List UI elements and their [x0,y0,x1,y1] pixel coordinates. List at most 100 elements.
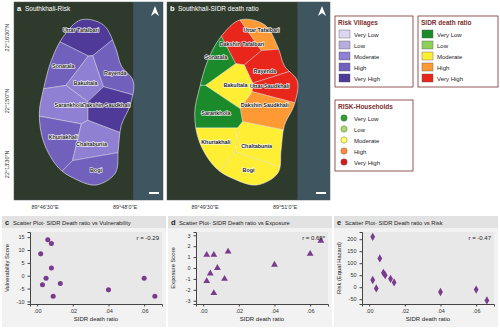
north-arrow [151,6,159,16]
y-tick: 15 [18,234,30,240]
legend-label: Low [437,43,449,49]
longitude-label: 89°46'30"E [31,204,59,210]
x-tick-mark [476,304,477,307]
village-areas [167,2,330,200]
point [58,281,63,286]
y-tick-mark [28,250,31,251]
legend-label: Very Low [354,32,379,38]
points [38,237,157,299]
y-axis: -50050100150200 [347,233,362,305]
y-tick-mark [360,251,363,252]
point [38,251,43,256]
y-tick-label: -5 [20,286,25,292]
y-tick-mark [194,257,197,258]
legend-label: Very High [354,160,380,166]
village-label: Bakultala [74,80,99,86]
x-axis: .00.02.04.06 [31,304,163,314]
x-tick: .02 [401,304,409,314]
y-tick-mark [28,276,31,277]
longitude-label: 89°51'0"E [273,204,297,210]
chart-title: Scatter Plot- SIDR Death ratio vs Exposu… [179,220,290,226]
scale-bar [149,192,159,194]
point [225,248,232,254]
title-strip [2,216,166,228]
legend-swatch [422,74,433,82]
points [203,237,324,295]
x-tick-mark [203,304,204,307]
y-tick-mark [360,263,363,264]
y-tick-label: 3 [187,233,190,239]
y-tick-label: -10 [17,299,25,305]
map-background [167,2,330,200]
legend-label: Very High [437,76,463,82]
village-label: Chaltabunia [241,143,273,149]
x-tick-mark [239,304,240,307]
legend: SIDR death ratioVery LowLowModerateHighV… [418,16,498,87]
x-tick: .00 [200,304,208,314]
point [49,265,54,270]
y-tick-mark [360,299,363,300]
y-tick: -10 [17,299,30,305]
x-tick: .00 [34,304,42,314]
x-tick-label: .06 [307,308,315,314]
village-label: Khuriakhali [48,134,78,140]
plot-area [196,232,328,304]
scatter-panel: eScatter Plot- SIDR Death ratio vs Risk.… [334,216,498,327]
x-tick: .00 [366,304,374,314]
annotation: r = 0.69* [302,235,326,241]
panel-background [334,216,498,327]
y-axis: -3-2-10123 [186,233,197,305]
y-axis-title: Exposure Score [170,247,176,288]
y-tick: 100 [347,260,362,266]
y-tick-label: 1 [187,254,190,260]
point [377,254,382,262]
y-tick-mark [194,246,197,247]
y-tick: 0 [21,273,30,279]
village-label: Uttar Tafalbari [243,27,280,33]
legend-box [335,100,413,171]
y-tick-label: -2 [186,287,191,293]
x-axis-line [31,305,163,307]
y-tick-mark [194,235,197,236]
y-tick-mark [194,301,197,302]
legend-title: Risk Villages [338,19,378,27]
point [210,251,217,257]
legend-swatch [341,115,347,121]
village-label: Sonatala [205,54,228,60]
x-tick-label: .02 [401,308,409,314]
y-tick: 1 [187,254,196,260]
village-label: Rayenda [104,70,127,76]
x-axis-title: SIDR death ratio [406,316,451,322]
point [207,270,214,276]
legend-swatch [339,74,350,82]
x-tick: .04 [105,304,113,314]
annotation: r = -0.29 [136,235,159,241]
x-tick: .06 [307,304,315,314]
point [307,250,314,256]
point [142,276,147,281]
village-label: Uttar Tafalbari [63,27,100,33]
y-tick-label: 15 [18,234,24,240]
point [214,264,221,270]
y-tick-mark [28,237,31,238]
x-tick: .02 [69,304,77,314]
y-tick-mark [28,263,31,264]
legend-label: Very Low [354,116,379,122]
legend-swatch [339,52,350,60]
y-tick: 3 [187,233,196,239]
title-strip [168,216,332,228]
x-tick-mark [310,304,311,307]
x-axis: .00.02.04.06 [197,304,329,314]
point [271,261,278,267]
chart-title: Scatter Plot- SIDR Death ratio vs Vulner… [13,220,131,226]
legend-swatch [339,30,350,38]
point [203,251,210,257]
village-label: Dakshin Saudkhali [241,102,289,108]
legend-swatch [341,159,347,165]
legend-swatch [341,137,347,143]
x-tick-label: .04 [437,308,445,314]
y-tick: -3 [186,298,196,304]
village-label: Dakshin Saudkhali [82,102,130,108]
legend-label: High [354,149,366,155]
latitude-label: 22°15'0"N [4,89,10,113]
